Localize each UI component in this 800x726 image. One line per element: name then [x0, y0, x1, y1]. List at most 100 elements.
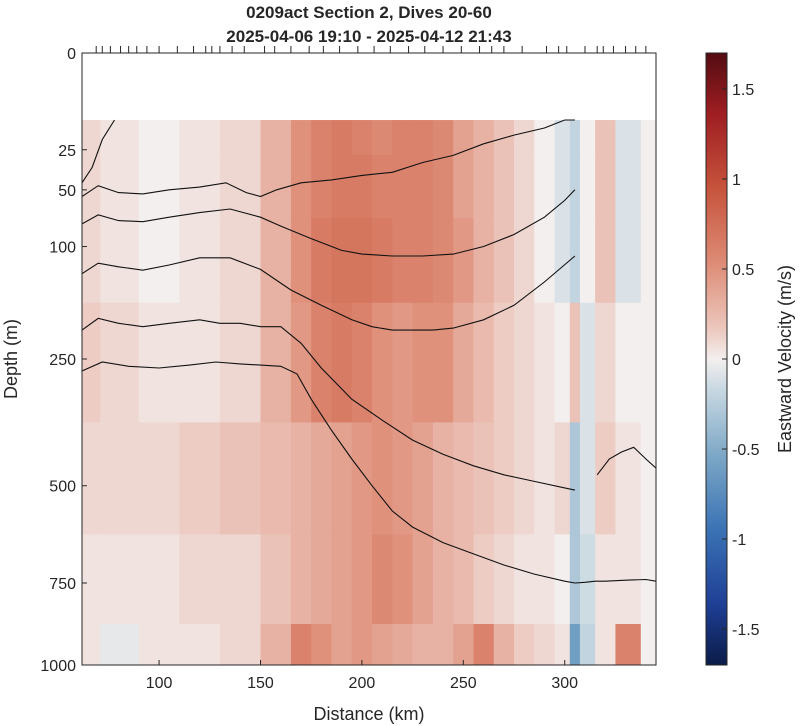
velocity-cell — [260, 534, 292, 625]
velocity-cell — [219, 624, 262, 665]
velocity-cell — [219, 422, 262, 535]
x-tick-label: 300 — [551, 675, 578, 692]
velocity-cell — [554, 120, 571, 156]
velocity-cell — [82, 302, 101, 423]
velocity-cell — [579, 120, 596, 156]
velocity-cell — [453, 120, 475, 156]
velocity-cell — [453, 534, 475, 625]
velocity-cell — [432, 154, 454, 219]
velocity-cell — [290, 534, 312, 625]
plot-area — [81, 52, 657, 666]
velocity-cell — [311, 422, 333, 535]
velocity-cell — [579, 218, 596, 304]
velocity-cell — [331, 534, 353, 625]
x-tick-label: 200 — [349, 675, 376, 692]
velocity-cell — [351, 302, 373, 423]
colorbar-tick-label: 0.5 — [732, 262, 754, 279]
velocity-cell — [615, 302, 642, 423]
velocity-cell — [331, 218, 353, 304]
velocity-cell — [351, 534, 373, 625]
contour-line — [82, 317, 576, 491]
velocity-cell — [493, 218, 515, 304]
velocity-cell — [372, 422, 393, 535]
velocity-cell — [412, 120, 434, 156]
velocity-cell — [392, 302, 414, 423]
velocity-cell — [534, 422, 556, 535]
velocity-cell — [473, 154, 495, 219]
y-tick-label: 750 — [49, 576, 76, 593]
velocity-cell — [392, 120, 414, 156]
colorbar-label: Eastward Velocity (m/s) — [775, 265, 795, 453]
velocity-cell — [432, 534, 454, 625]
x-tick-label: 150 — [247, 675, 274, 692]
velocity-cell — [392, 624, 414, 665]
y-tick-label: 1000 — [40, 658, 76, 675]
velocity-cell — [179, 534, 221, 625]
velocity-cell — [290, 624, 312, 665]
velocity-cell — [514, 218, 535, 304]
velocity-cell — [534, 218, 556, 304]
y-axis-label: Depth (m) — [1, 319, 21, 399]
velocity-cell — [579, 534, 596, 625]
velocity-cell — [493, 624, 515, 665]
velocity-cell — [219, 120, 262, 156]
velocity-cell — [640, 154, 656, 219]
velocity-cell — [412, 302, 434, 423]
velocity-cell — [311, 534, 333, 625]
velocity-cell — [554, 154, 571, 219]
velocity-cell — [569, 218, 581, 304]
velocity-cell — [595, 422, 617, 535]
velocity-cell — [595, 534, 617, 625]
velocity-cell — [569, 624, 581, 665]
velocity-cell — [100, 218, 140, 304]
velocity-cell — [514, 624, 535, 665]
velocity-cell — [640, 302, 656, 423]
chart-title-line1: 0209act Section 2, Dives 20-60 — [246, 3, 492, 22]
velocity-cell — [290, 120, 312, 156]
velocity-cell — [290, 422, 312, 535]
contour-line — [82, 119, 575, 198]
velocity-cell — [179, 302, 221, 423]
velocity-cell — [331, 154, 353, 219]
velocity-cell — [331, 624, 353, 665]
velocity-cell — [569, 120, 581, 156]
y-tick-label: 250 — [49, 352, 76, 369]
velocity-cell — [432, 422, 454, 535]
velocity-cell — [412, 422, 434, 535]
velocity-cell — [260, 624, 292, 665]
velocity-cell — [372, 218, 393, 304]
velocity-cell — [615, 154, 642, 219]
velocity-cell — [569, 302, 581, 423]
velocity-cell — [82, 624, 101, 665]
colorbar-ticks: -1.5 -1 -0.5 0 0.5 1 1.5 — [722, 82, 760, 639]
velocity-cell — [179, 422, 221, 535]
velocity-cell — [534, 154, 556, 219]
velocity-cell — [179, 624, 221, 665]
velocity-cell — [493, 422, 515, 535]
velocity-cell — [453, 422, 475, 535]
velocity-cell — [554, 624, 571, 665]
velocity-cell — [260, 422, 292, 535]
x-axis-ticks: 100 150 200 250 300 — [146, 660, 578, 692]
velocity-cell — [351, 120, 373, 156]
velocity-cell — [82, 422, 101, 535]
y-tick-label: 50 — [58, 183, 76, 200]
x-tick-label: 100 — [146, 675, 173, 692]
velocity-cell — [595, 154, 617, 219]
velocity-cell — [138, 218, 180, 304]
velocity-cell — [453, 302, 475, 423]
velocity-cell — [412, 624, 434, 665]
velocity-cell — [311, 302, 333, 423]
colorbar-tick-label: -1.5 — [732, 622, 760, 639]
velocity-cell — [432, 302, 454, 423]
velocity-cell — [579, 302, 596, 423]
velocity-cell — [615, 120, 642, 156]
y-tick-label: 500 — [49, 479, 76, 496]
velocity-cell — [82, 154, 101, 219]
velocity-cell — [569, 422, 581, 535]
velocity-cell — [514, 422, 535, 535]
velocity-cell — [554, 218, 571, 304]
velocity-cell — [432, 120, 454, 156]
velocity-cell — [595, 120, 617, 156]
velocity-cell — [331, 422, 353, 535]
